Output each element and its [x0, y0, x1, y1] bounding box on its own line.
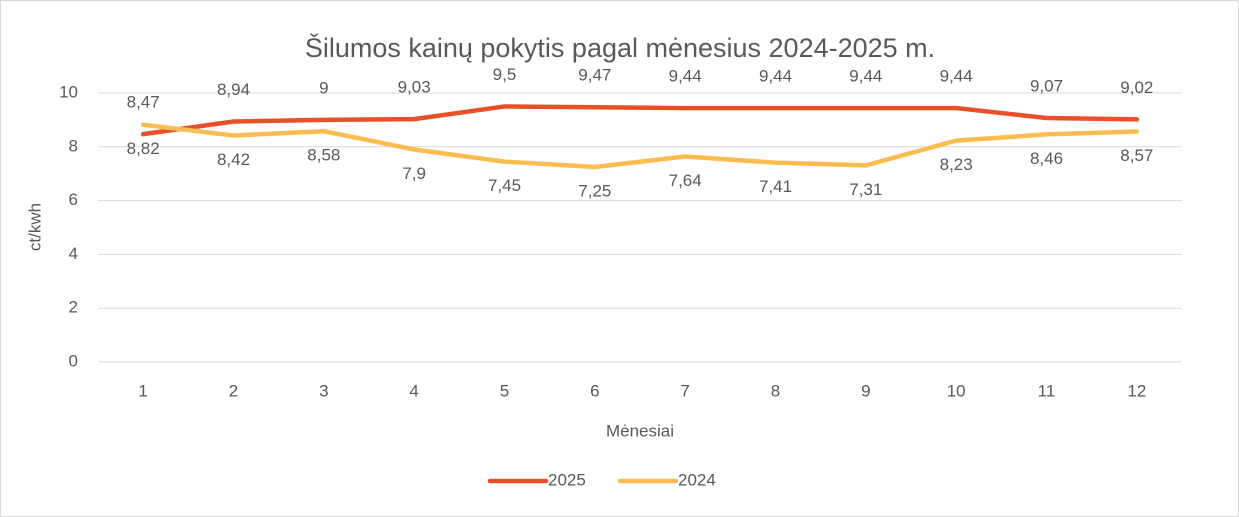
data-label: 8,46	[1030, 149, 1063, 168]
data-label: 8,94	[217, 80, 250, 99]
x-tick-label: 4	[409, 381, 418, 400]
data-label: 7,25	[578, 181, 611, 200]
data-label: 8,82	[127, 139, 160, 158]
x-tick-label: 1	[138, 381, 147, 400]
x-tick-label: 10	[947, 381, 966, 400]
data-label: 9	[319, 78, 328, 97]
y-tick-label: 0	[69, 351, 78, 370]
data-label: 7,64	[669, 171, 702, 190]
y-axis-label: ct/kwh	[25, 203, 44, 251]
x-tick-label: 2	[229, 381, 238, 400]
data-label: 8,23	[940, 155, 973, 174]
y-tick-label: 2	[69, 298, 78, 317]
data-label: 8,42	[217, 150, 250, 169]
y-tick-label: 6	[69, 190, 78, 209]
data-label: 8,47	[127, 93, 160, 112]
data-label: 9,07	[1030, 77, 1063, 96]
data-label: 9,5	[493, 65, 517, 84]
legend-label: 2024	[678, 470, 716, 489]
data-label: 7,9	[402, 164, 426, 183]
data-label: 9,44	[759, 67, 792, 86]
legend-label: 2025	[548, 470, 586, 489]
data-label: 7,45	[488, 176, 521, 195]
data-label: 9,44	[669, 67, 702, 86]
data-label: 7,41	[759, 177, 792, 196]
x-tick-label: 6	[590, 381, 599, 400]
data-label: 9,02	[1120, 78, 1153, 97]
data-label: 9,03	[398, 78, 431, 97]
x-tick-label: 7	[680, 381, 689, 400]
chart-title: Šilumos kainų pokytis pagal mėnesius 202…	[305, 32, 935, 63]
x-tick-label: 9	[861, 381, 870, 400]
x-tick-label: 12	[1127, 381, 1146, 400]
data-label: 8,57	[1120, 146, 1153, 165]
x-tick-label: 5	[500, 381, 509, 400]
series-line	[140, 122, 1140, 170]
x-tick-label: 3	[319, 381, 328, 400]
y-tick-label: 4	[69, 244, 78, 263]
x-tick-label: 11	[1038, 381, 1056, 400]
x-tick-label: 8	[771, 381, 780, 400]
y-tick-label: 8	[69, 136, 78, 155]
data-label: 9,44	[940, 67, 973, 86]
x-axis-label: Mėnesiai	[606, 421, 674, 440]
series-line	[140, 104, 1140, 137]
y-tick-label: 10	[59, 82, 78, 101]
data-label: 9,47	[578, 66, 611, 85]
data-label: 8,58	[307, 146, 340, 165]
data-label: 9,44	[849, 67, 882, 86]
data-label: 7,31	[849, 180, 882, 199]
